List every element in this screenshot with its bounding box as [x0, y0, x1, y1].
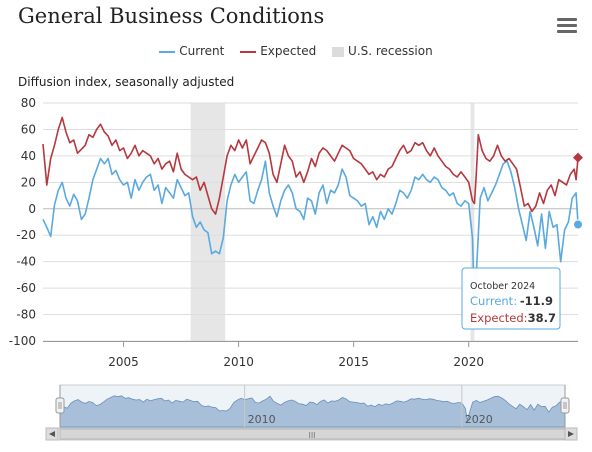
- tooltip: October 2024 Current: -11.9 Expected: 38.7: [461, 267, 561, 330]
- legend-line-icon: [159, 50, 176, 53]
- recession-band: [190, 103, 226, 341]
- recession-band: [470, 103, 475, 341]
- x-tick-label: 2010: [223, 355, 254, 369]
- series-line-current[interactable]: [42, 157, 579, 313]
- series-line-expected[interactable]: [42, 116, 579, 215]
- scrollbar-grip: III: [308, 431, 315, 440]
- x-tick-label: 2005: [108, 355, 139, 369]
- x-tick-label: 2020: [453, 355, 484, 369]
- navigator-tick-label: 2010: [248, 413, 276, 426]
- legend-label-expected: Expected: [260, 44, 317, 58]
- chart-title: General Business Conditions: [18, 4, 325, 28]
- legend-item-recession[interactable]: U.S. recession: [332, 44, 433, 58]
- arrow-right-icon: [568, 431, 574, 437]
- chart-legend: Current Expected U.S. recession: [0, 44, 592, 58]
- navigator-handle-right[interactable]: [560, 397, 570, 414]
- y-tick-label: 60: [21, 122, 36, 136]
- y-tick-label: -100: [9, 334, 36, 348]
- navigator-tick-label: 2020: [465, 413, 493, 426]
- data-point-current[interactable]: [573, 219, 583, 230]
- y-tick-label: 40: [21, 149, 36, 163]
- legend-line-icon: [240, 50, 257, 53]
- tooltip-expected-label: Expected:: [470, 311, 528, 325]
- context-menu-button[interactable]: [557, 18, 577, 36]
- tooltip-current-label: Current:: [470, 294, 517, 308]
- tooltip-expected-value: 38.7: [528, 311, 556, 325]
- navigator-series-area: [59, 395, 566, 428]
- legend-label-current: Current: [179, 44, 225, 58]
- hamburger-icon-bar: [557, 18, 577, 21]
- hamburger-icon-bar: [557, 24, 577, 27]
- navigator-handle-left[interactable]: [55, 397, 65, 414]
- scrollbar-thumb[interactable]: [59, 428, 566, 440]
- legend-item-expected[interactable]: Expected: [240, 44, 316, 58]
- y-tick-label: -80: [16, 308, 36, 322]
- y-tick-label: 80: [21, 96, 36, 110]
- y-tick-label: 20: [21, 175, 36, 189]
- x-tick-label: 2015: [338, 355, 369, 369]
- tooltip-current-value: -11.9: [520, 294, 553, 308]
- hamburger-icon-bar: [557, 30, 577, 33]
- tooltip-box: [461, 267, 561, 330]
- tooltip-date: October 2024: [470, 281, 535, 292]
- legend-item-current[interactable]: Current: [159, 44, 224, 58]
- legend-label-recession: U.S. recession: [348, 44, 433, 58]
- y-tick-label: 0: [28, 202, 36, 216]
- legend-box-icon: [332, 46, 345, 57]
- y-tick-label: -40: [16, 255, 36, 269]
- y-tick-label: -60: [16, 281, 36, 295]
- y-tick-label: -20: [16, 228, 36, 242]
- y-axis-title: Diffusion index, seasonally adjusted: [18, 75, 235, 89]
- data-point-expected[interactable]: [573, 152, 583, 163]
- arrow-left-icon: [49, 431, 55, 437]
